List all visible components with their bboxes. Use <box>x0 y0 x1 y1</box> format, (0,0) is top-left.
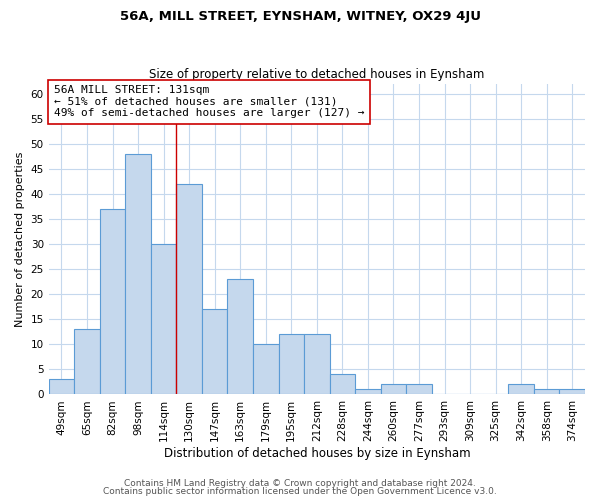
Bar <box>304 334 329 394</box>
Bar <box>176 184 202 394</box>
Bar <box>329 374 355 394</box>
Text: Contains HM Land Registry data © Crown copyright and database right 2024.: Contains HM Land Registry data © Crown c… <box>124 478 476 488</box>
Bar <box>559 390 585 394</box>
Title: Size of property relative to detached houses in Eynsham: Size of property relative to detached ho… <box>149 68 485 81</box>
Bar <box>202 309 227 394</box>
Bar <box>534 390 559 394</box>
Bar <box>151 244 176 394</box>
Bar <box>278 334 304 394</box>
Bar <box>406 384 432 394</box>
Bar <box>380 384 406 394</box>
X-axis label: Distribution of detached houses by size in Eynsham: Distribution of detached houses by size … <box>164 447 470 460</box>
Bar <box>74 330 100 394</box>
Bar <box>49 380 74 394</box>
Y-axis label: Number of detached properties: Number of detached properties <box>15 152 25 326</box>
Bar <box>125 154 151 394</box>
Text: 56A MILL STREET: 131sqm
← 51% of detached houses are smaller (131)
49% of semi-d: 56A MILL STREET: 131sqm ← 51% of detache… <box>54 85 365 118</box>
Bar <box>355 390 380 394</box>
Bar <box>227 279 253 394</box>
Bar <box>253 344 278 395</box>
Text: 56A, MILL STREET, EYNSHAM, WITNEY, OX29 4JU: 56A, MILL STREET, EYNSHAM, WITNEY, OX29 … <box>119 10 481 23</box>
Bar <box>508 384 534 394</box>
Text: Contains public sector information licensed under the Open Government Licence v3: Contains public sector information licen… <box>103 487 497 496</box>
Bar <box>100 209 125 394</box>
